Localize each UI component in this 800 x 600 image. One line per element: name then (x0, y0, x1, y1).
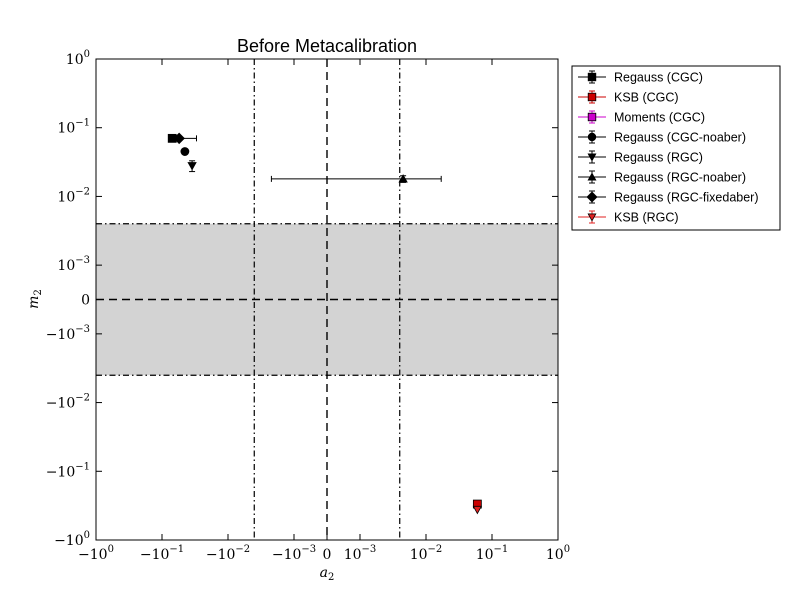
y-tick-label: 100 (66, 49, 90, 68)
y-axis-label-main: m (26, 296, 42, 309)
legend-label: KSB (RGC) (614, 211, 679, 225)
x-axis-label: a2 (320, 565, 335, 583)
data-point (398, 174, 408, 183)
x-axis-label-sub: 2 (328, 572, 334, 583)
y-tick-label: 10−3 (57, 255, 90, 274)
x-tick-label: 10−1 (476, 544, 509, 563)
y-axis-label-sub: 2 (33, 289, 44, 295)
data-point (173, 132, 185, 145)
legend-label: KSB (CGC) (614, 91, 679, 105)
data-point (180, 147, 190, 156)
x-tick-label: 100 (546, 544, 570, 563)
legend-marker (587, 72, 597, 82)
legend-label: Regauss (CGC) (614, 71, 703, 85)
x-tick-label: −10−2 (206, 544, 250, 563)
legend-marker (587, 213, 597, 222)
legend-label: Moments (CGC) (614, 111, 705, 125)
legend-marker (587, 153, 597, 162)
y-tick-label: 0 (81, 293, 90, 309)
y-tick-label: −10−2 (46, 393, 90, 412)
y-tick-label: −100 (54, 530, 90, 549)
legend-entry-4: Regauss (RGC) (578, 150, 703, 165)
data-point (472, 505, 483, 515)
legend-marker (587, 92, 597, 102)
legend-entry-1: KSB (CGC) (578, 90, 679, 105)
y-tick-label: −10−3 (46, 324, 90, 343)
legend-label: Regauss (RGC-noaber) (614, 171, 746, 185)
data-point (187, 162, 197, 171)
y-axis-label: m2 (26, 289, 44, 309)
legend-marker (587, 172, 597, 181)
legend-label: Regauss (CGC-noaber) (614, 131, 746, 145)
legend-label: Regauss (RGC-fixedaber) (614, 191, 759, 205)
x-tick-label: −10−1 (140, 544, 184, 563)
x-tick-label: 10−3 (344, 544, 377, 563)
x-tick-label: −10−3 (272, 544, 316, 563)
legend-entry-2: Moments (CGC) (578, 110, 705, 125)
x-tick-label: −100 (78, 544, 114, 563)
y-tick-label: 10−1 (57, 118, 90, 137)
chart-title: Before Metacalibration (237, 36, 417, 56)
series-7 (472, 505, 483, 515)
y-tick-label: 10−2 (57, 186, 90, 205)
legend-entry-7: KSB (RGC) (578, 210, 679, 225)
series-3 (180, 147, 190, 156)
legend-marker (587, 132, 597, 142)
plot-area: −100 −10−1 −10−2 −10−3 0 10−3 10−2 10−1 100 100 10… (46, 49, 570, 563)
legend-marker (587, 112, 597, 122)
x-tick-label: 10−2 (410, 544, 443, 563)
series-5 (270, 174, 442, 183)
legend-entry-0: Regauss (CGC) (578, 70, 703, 85)
x-tick-label: 0 (323, 547, 332, 563)
series-4 (187, 160, 197, 173)
legend-entry-3: Regauss (CGC-noaber) (578, 130, 746, 145)
legend-frame (571, 65, 781, 231)
y-tick-label: −10−1 (46, 461, 90, 480)
x-axis-label-main: a (320, 565, 328, 581)
legend-label: Regauss (RGC) (614, 151, 703, 165)
legend: Regauss (CGC) KSB (CGC) Moments (CGC) Regau… (571, 65, 781, 231)
legend-marker (586, 191, 598, 203)
legend-entry-6: Regauss (RGC-fixedaber) (578, 190, 759, 205)
series-6 (173, 132, 198, 145)
legend-entry-5: Regauss (RGC-noaber) (578, 170, 746, 185)
